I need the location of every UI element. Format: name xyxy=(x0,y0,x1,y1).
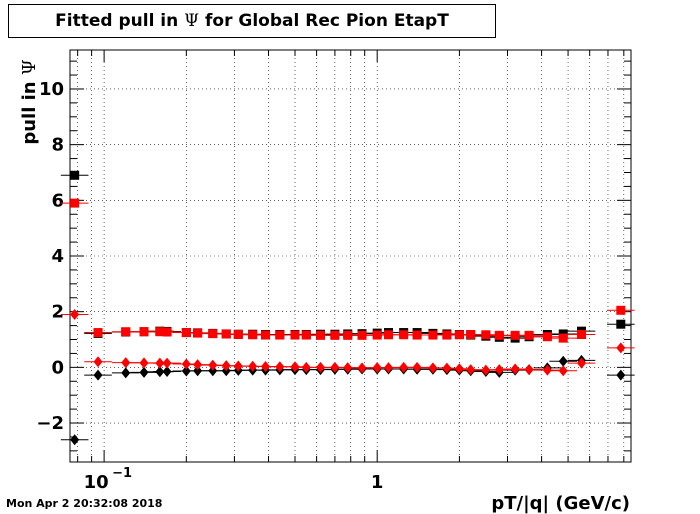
data-point-diamond xyxy=(162,366,172,378)
data-point-square xyxy=(558,333,568,343)
data-point-diamond xyxy=(121,357,131,369)
data-point-diamond xyxy=(162,357,172,369)
data-point-square xyxy=(301,330,311,340)
data-point-diamond xyxy=(93,356,103,368)
y-tick-label: 0 xyxy=(51,357,64,378)
title-suffix: for Global Rec Pion EtapT xyxy=(199,11,449,31)
data-point-diamond xyxy=(233,360,243,372)
data-point-square xyxy=(494,330,504,340)
data-point-square xyxy=(383,330,393,340)
axis-ticks xyxy=(70,50,631,462)
y-tick-label: 6 xyxy=(51,190,64,211)
data-point-square xyxy=(510,330,520,340)
data-point-diamond xyxy=(301,361,311,373)
data-point-square xyxy=(616,305,626,315)
data-point-diamond xyxy=(357,362,367,374)
data-point-square xyxy=(70,198,80,208)
data-point-square xyxy=(412,330,422,340)
data-point-square xyxy=(70,170,80,180)
x-axis-label: pT/|q| (GeV/c) xyxy=(491,493,630,514)
data-point-diamond xyxy=(524,364,534,376)
data-point-diamond xyxy=(193,365,203,377)
data-point-diamond xyxy=(558,365,568,377)
data-point-diamond xyxy=(93,369,103,381)
data-point-square xyxy=(466,330,476,340)
data-point-diamond xyxy=(510,363,520,375)
data-point-diamond xyxy=(343,362,353,374)
data-point-square xyxy=(261,330,271,340)
data-point-square xyxy=(542,332,552,342)
data-point-square xyxy=(316,330,326,340)
data-point-diamond xyxy=(316,361,326,373)
data-point-diamond xyxy=(139,366,149,378)
data-point-diamond xyxy=(290,361,300,373)
title-symbol: Ψ xyxy=(184,11,200,31)
data-point-diamond xyxy=(261,361,271,373)
data-point-diamond xyxy=(208,359,218,371)
data-point-square xyxy=(616,319,626,329)
y-tick-label: 2 xyxy=(51,302,64,323)
title-prefix: Fitted pull in xyxy=(55,11,185,31)
data-point-square xyxy=(577,330,587,340)
data-point-diamond xyxy=(428,362,438,374)
data-point-square xyxy=(139,327,149,337)
data-point-diamond xyxy=(481,364,491,376)
data-point-diamond xyxy=(412,361,422,373)
y-tick-label: 10 xyxy=(39,79,64,100)
x-tick-label: 1 xyxy=(371,472,384,493)
data-point-square xyxy=(121,327,131,337)
data-point-diamond xyxy=(494,364,504,376)
data-point-square xyxy=(181,328,191,338)
chart-title: Fitted pull in Ψ for Global Rec Pion Eta… xyxy=(8,4,496,38)
data-point-square xyxy=(524,330,534,340)
data-point-square xyxy=(481,330,491,340)
data-point-square xyxy=(221,329,231,339)
data-point-diamond xyxy=(193,359,203,371)
data-point-square xyxy=(275,330,285,340)
data-point-square xyxy=(233,330,243,340)
data-point-square xyxy=(162,327,172,337)
data-point-diamond xyxy=(383,362,393,374)
y-axis-label: pull in Ψ xyxy=(19,59,40,145)
data-point-diamond xyxy=(139,357,149,369)
x-tick-exponent: −1 xyxy=(112,466,132,481)
timestamp: Mon Apr 2 20:32:08 2018 xyxy=(6,497,163,510)
data-point-square xyxy=(428,330,438,340)
data-point-diamond xyxy=(542,364,552,376)
data-point-square xyxy=(343,330,353,340)
x-tick-label: 10 xyxy=(84,472,109,493)
data-point-diamond xyxy=(70,308,80,320)
data-point-square xyxy=(93,328,103,338)
data-marks xyxy=(60,170,635,446)
grid-lines xyxy=(70,50,631,462)
data-point-diamond xyxy=(121,367,131,379)
data-point-diamond xyxy=(454,363,464,375)
data-point-diamond xyxy=(616,342,626,354)
data-point-square xyxy=(357,330,367,340)
data-point-diamond xyxy=(558,355,568,367)
data-point-diamond xyxy=(442,362,452,374)
data-point-diamond xyxy=(275,361,285,373)
y-tick-label: 4 xyxy=(51,246,64,267)
data-point-diamond xyxy=(466,364,476,376)
data-point-diamond xyxy=(181,358,191,370)
y-tick-label: −2 xyxy=(36,413,64,434)
data-point-diamond xyxy=(577,357,587,369)
data-point-diamond xyxy=(70,434,80,446)
data-point-diamond xyxy=(616,369,626,381)
data-point-square xyxy=(193,328,203,338)
y-tick-label: 8 xyxy=(51,135,64,156)
